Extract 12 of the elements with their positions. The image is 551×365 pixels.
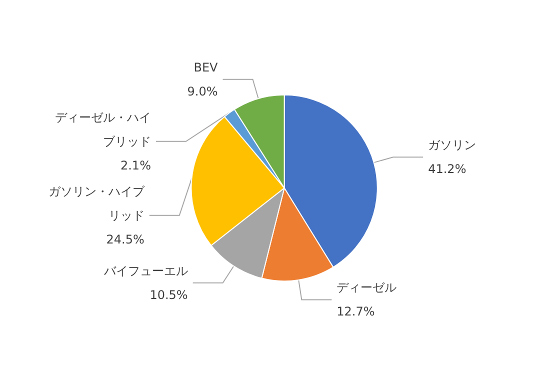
slice-label: ディーゼル・ハイブリッド <box>54 110 151 148</box>
data-label: 2.1% <box>120 158 151 172</box>
data-label: 41.2% <box>428 162 466 176</box>
data-label: 24.5% <box>106 232 144 246</box>
slice-label: BEV <box>194 60 219 74</box>
data-label: 9.0% <box>187 84 218 98</box>
data-label: 10.5% <box>150 288 188 302</box>
slice-label: ガソリン <box>428 138 476 152</box>
slice-label: バイフューエル <box>102 264 188 278</box>
slice-label: ディーゼル <box>336 280 397 295</box>
data-label: 12.7% <box>336 304 375 319</box>
slice-label: ガソリン・ハイブリッド <box>48 184 146 222</box>
